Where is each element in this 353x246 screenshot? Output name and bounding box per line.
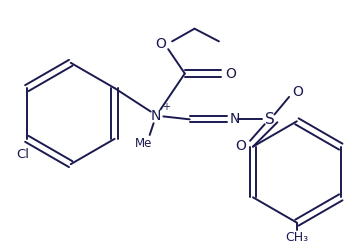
Text: CH₃: CH₃	[285, 231, 309, 244]
Text: O: O	[155, 37, 166, 51]
Text: +: +	[162, 102, 170, 112]
Text: Cl: Cl	[17, 148, 29, 161]
Text: Me: Me	[135, 137, 152, 150]
Text: O: O	[225, 66, 236, 80]
Text: O: O	[292, 85, 303, 99]
Text: O: O	[235, 139, 246, 153]
Text: S: S	[265, 112, 275, 127]
Text: N: N	[150, 109, 161, 123]
Text: N: N	[229, 112, 240, 126]
